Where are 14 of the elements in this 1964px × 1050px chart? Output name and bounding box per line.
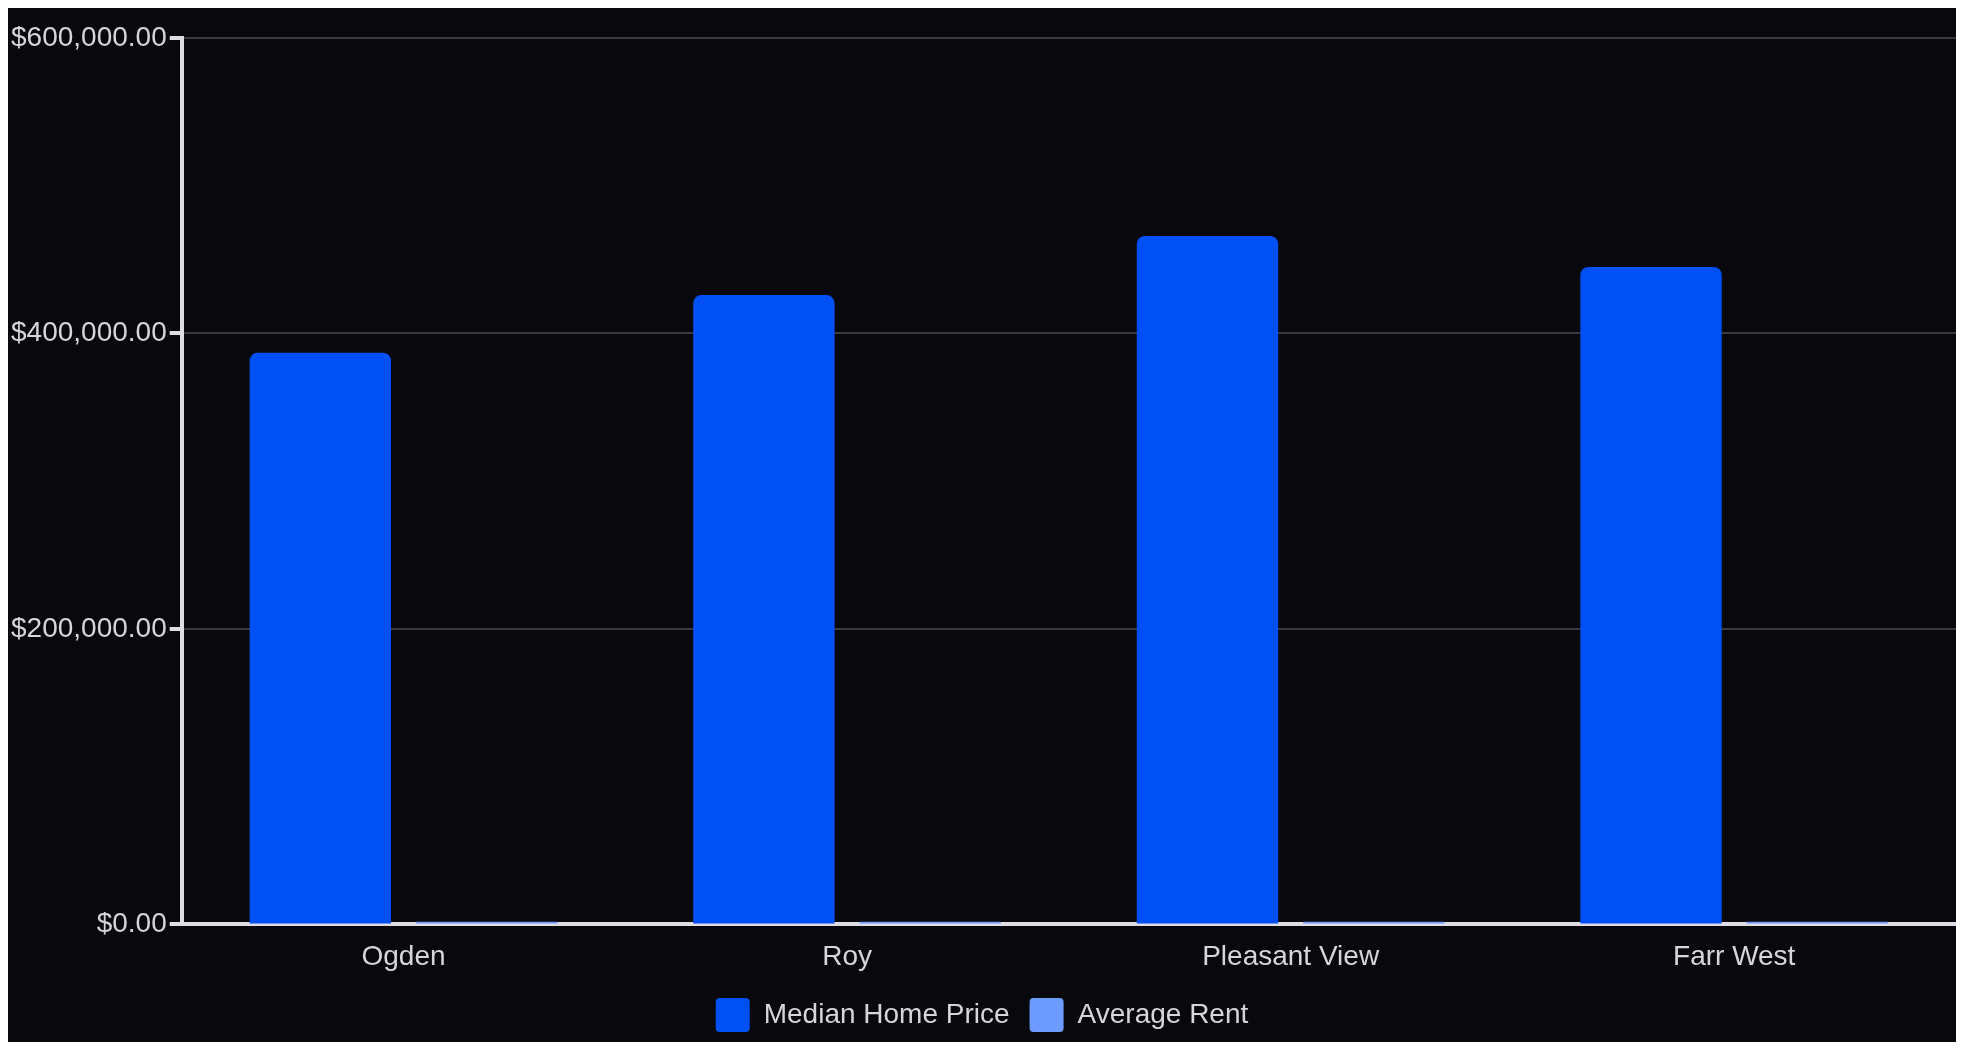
y-tick-label: $200,000.00 [10, 611, 167, 643]
x-tick-label: Roy [822, 939, 872, 971]
bar [693, 295, 835, 924]
y-tick-label: $400,000.00 [10, 316, 167, 348]
bar [1580, 266, 1722, 924]
x-tick-label: Farr West [1673, 939, 1796, 971]
y-tick-label: $600,000.00 [10, 20, 167, 52]
bar [249, 352, 392, 924]
legend-label: Average Rent [1077, 997, 1249, 1029]
legend-label: Median Home Price [763, 997, 1010, 1029]
bar [1136, 235, 1279, 924]
x-tick-label: Pleasant View [1202, 939, 1380, 971]
y-tick-label: $0.00 [96, 907, 167, 939]
x-tick-label: Ogden [361, 939, 446, 971]
